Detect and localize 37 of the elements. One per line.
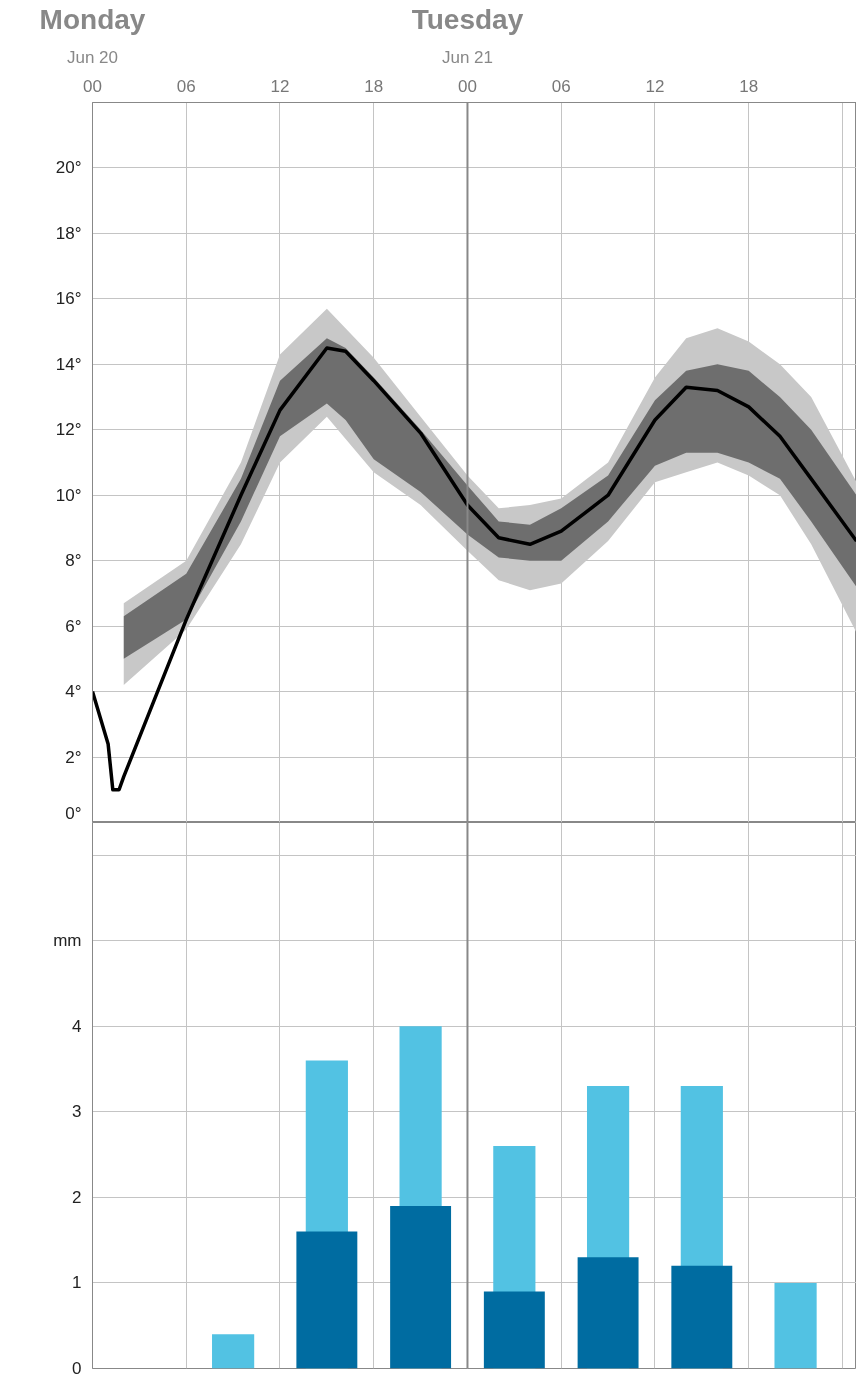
bar	[671, 1265, 733, 1369]
bar	[296, 1231, 358, 1369]
y-tick-label: 18°	[55, 223, 82, 243]
x-tick-label: 00	[458, 76, 477, 96]
line-series	[92, 346, 856, 792]
y-tick-label: 10°	[55, 485, 82, 505]
y-tick-label: 4°	[65, 682, 82, 702]
y-tick-label: 8°	[65, 551, 82, 571]
y-tick-label: 2	[72, 1187, 82, 1207]
y-tick-label: 1	[72, 1273, 82, 1293]
x-tick-label: 18	[739, 76, 759, 96]
x-tick-label: 12	[645, 76, 665, 96]
bar	[577, 1257, 639, 1369]
x-tick-label: 00	[83, 76, 102, 96]
x-tick-label: 06	[551, 76, 571, 96]
text: Jun 20	[66, 47, 119, 67]
text: Jun 21	[441, 47, 493, 67]
bar	[212, 1334, 255, 1369]
x-tick-label: 12	[270, 76, 290, 96]
y-tick-label: 16°	[55, 289, 82, 309]
x-tick-label: 18	[364, 76, 384, 96]
text: Tuesday	[411, 3, 524, 35]
x-tick-label: 06	[176, 76, 196, 96]
y-tick-label: 3	[72, 1102, 82, 1122]
y-tick-label: 4	[72, 1016, 82, 1036]
bar	[774, 1282, 817, 1369]
y-tick-label: 14°	[55, 354, 82, 374]
y-tick-label: 0	[72, 1359, 82, 1378]
bar	[483, 1291, 545, 1369]
y-tick-label: 2°	[65, 747, 82, 767]
y-tick-label: 12°	[55, 420, 82, 440]
y-tick-label: 6°	[65, 616, 82, 636]
y-tick-label: 0°	[65, 803, 82, 823]
y-tick-label: mm	[53, 931, 82, 951]
text: Monday	[39, 3, 146, 35]
bar	[390, 1205, 452, 1369]
y-tick-label: 20°	[55, 158, 82, 178]
